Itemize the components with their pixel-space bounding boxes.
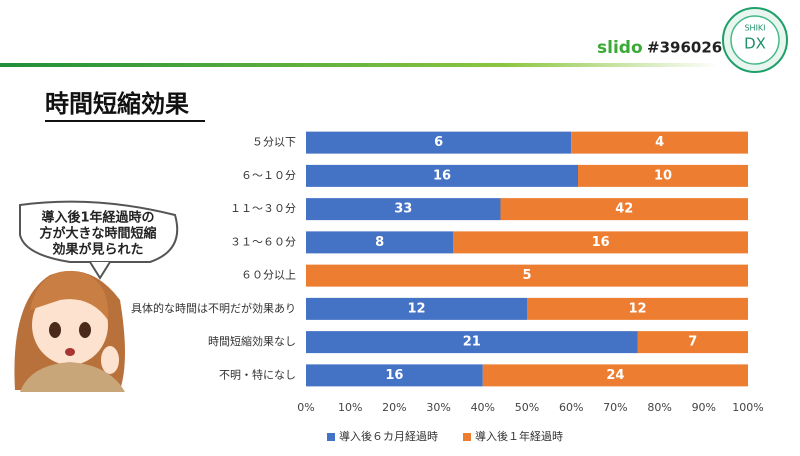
data-label: 21	[463, 335, 481, 350]
x-tick-label: 80%	[647, 401, 671, 414]
x-tick-label: 60%	[559, 401, 583, 414]
y-tick-label: 具体的な時間は不明だが効果あり	[131, 301, 296, 315]
y-tick-label: １１～３０分	[230, 202, 296, 215]
y-tick-label: ６０分以上	[241, 269, 296, 282]
bar-segment	[637, 331, 748, 354]
data-label: 8	[375, 235, 384, 250]
legend-swatch	[327, 433, 335, 441]
bubble-line: 導入後1年経過時の	[41, 210, 154, 226]
bar-segment	[571, 131, 748, 154]
x-tick-label: 100%	[732, 401, 763, 414]
header-line	[0, 63, 720, 67]
logo: SHIKI DX	[722, 7, 788, 73]
data-label: 6	[434, 135, 443, 150]
bar-segment	[306, 297, 527, 320]
bar-segment	[453, 231, 748, 254]
data-label: 12	[628, 301, 646, 316]
bar-segment	[500, 198, 748, 221]
x-tick-label: 40%	[471, 401, 495, 414]
logo-main: DX	[744, 35, 766, 53]
brand: slido	[597, 38, 643, 58]
bar-segment	[578, 164, 748, 187]
legend-label: 導入後１年経過時	[475, 429, 563, 443]
bar-segment	[306, 198, 501, 221]
data-label: 12	[407, 301, 425, 316]
data-label: 33	[394, 202, 412, 217]
character	[14, 200, 179, 392]
data-label: 4	[655, 135, 664, 150]
y-tick-label: ５分以下	[252, 136, 296, 149]
bar-segment	[306, 364, 483, 387]
chart: 0% 10% 20% 30% 40% 50% 60% 70% 80% 90% 100% ５分以下 6 4 ６…	[131, 131, 764, 443]
x-tick-label: 90%	[692, 401, 716, 414]
bubble-line: 方が大きな時間短縮	[39, 226, 156, 242]
data-label: 7	[688, 335, 697, 350]
logo-top: SHIKI	[744, 24, 765, 33]
x-tick-label: 10%	[338, 401, 362, 414]
data-label: 5	[522, 268, 531, 283]
x-tick-label: 30%	[426, 401, 450, 414]
bar-segment	[306, 331, 638, 354]
legend-swatch	[463, 433, 471, 441]
bar-segment	[306, 264, 748, 287]
data-label: 16	[433, 168, 451, 183]
data-label: 42	[615, 202, 633, 217]
bar-segment	[306, 131, 572, 154]
y-tick-label: ６～１０分	[241, 169, 296, 182]
x-tick-label: 70%	[603, 401, 627, 414]
bubble-line: 効果が見られた	[52, 242, 143, 258]
y-tick-label: ３１～６０分	[230, 235, 296, 248]
bar-segment	[527, 297, 748, 320]
data-label: 16	[385, 368, 403, 383]
x-tick-label: 0%	[297, 401, 314, 414]
bar-segment	[482, 364, 748, 387]
chart-title: 時間短縮効果	[45, 90, 189, 118]
event-code: #3960266	[647, 39, 733, 57]
x-tick-label: 20%	[382, 401, 406, 414]
y-tick-label: 不明・特になし	[219, 367, 296, 381]
x-tick-label: 50%	[515, 401, 539, 414]
data-label: 24	[606, 368, 624, 383]
legend-label: 導入後６カ月経過時	[339, 429, 438, 443]
data-label: 16	[592, 235, 610, 250]
bar-segment	[306, 164, 578, 187]
y-tick-label: 時間短縮効果なし	[208, 334, 296, 348]
bar-segment	[306, 231, 454, 254]
data-label: 10	[654, 168, 672, 183]
